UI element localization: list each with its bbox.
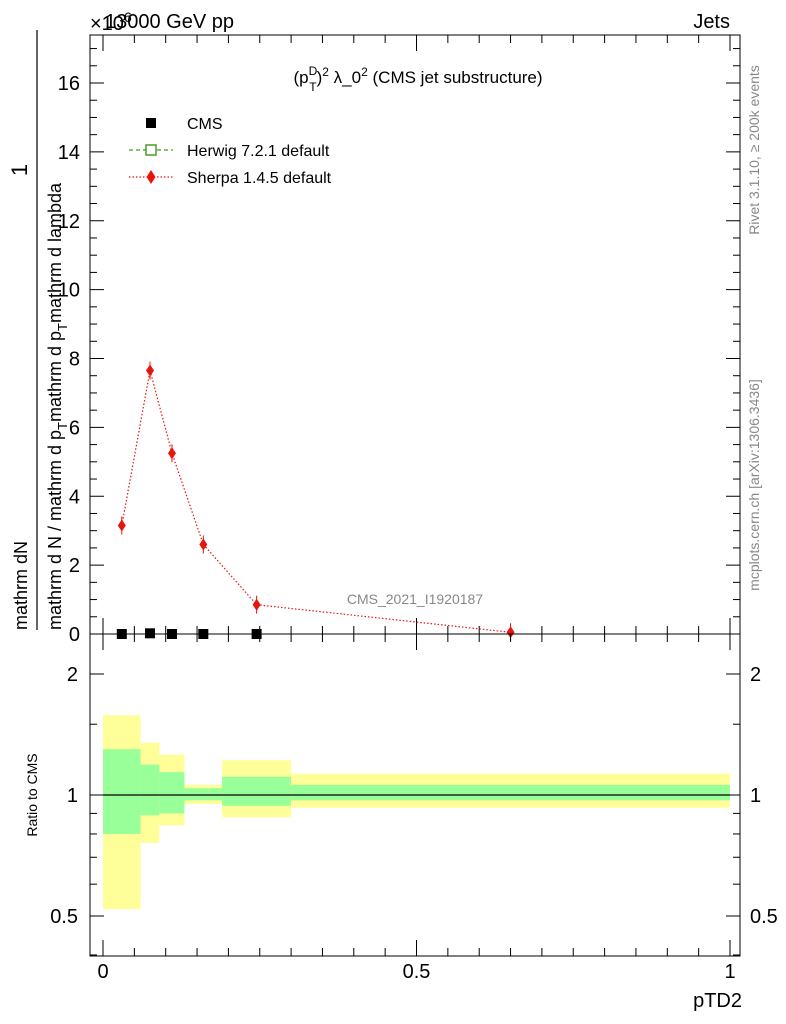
cms-point <box>145 628 156 639</box>
ratio-y-label: Ratio to CMS <box>24 753 40 836</box>
y-tick-label: 6 <box>69 417 80 439</box>
y-tick-label: 0 <box>69 624 80 646</box>
ratio-y-tick-label: 0.5 <box>50 906 78 928</box>
sherpa-point <box>117 519 126 532</box>
ratio-inner-band <box>159 772 185 814</box>
mcplots-info: mcplots.cern.ch [arXiv:1306.3436] <box>746 379 762 591</box>
ratio-y-tick-label: 2 <box>67 664 78 686</box>
x-axis-label: pTD2 <box>693 990 742 1012</box>
legend: CMS Herwig 7.2.1 default Sherpa 1.4.5 de… <box>129 116 332 187</box>
sherpa-line <box>121 370 511 633</box>
ratio-inner-band <box>140 764 160 816</box>
ratio-inner-band <box>291 784 730 801</box>
ratio-inner-band <box>103 749 141 834</box>
y-tick-label: 14 <box>58 142 80 164</box>
legend-marker-sherpa <box>146 170 156 184</box>
plot-title: (pD T)2 λ_02 (CMS jet substructure) <box>293 64 542 94</box>
main-y-axis: 0 2 4 6 8 10 12 14 16 <box>58 48 740 646</box>
analysis-watermark: CMS_2021_I1920187 <box>347 591 483 607</box>
sherpa-point <box>167 447 176 460</box>
ratio-y-tick-label-right: 1 <box>750 785 761 807</box>
y-label-numerator: mathrm dN <box>11 541 31 630</box>
legend-marker-herwig <box>145 144 157 156</box>
sherpa-point <box>199 538 208 551</box>
sherpa-point <box>252 598 261 611</box>
x-tick-label: 1 <box>724 961 735 983</box>
y-tick-label: 12 <box>58 211 80 233</box>
category-label: Jets <box>693 11 730 33</box>
legend-label-herwig: Herwig 7.2.1 default <box>187 143 330 160</box>
main-x-ticks <box>102 35 731 634</box>
x-tick-label: 0.5 <box>403 961 431 983</box>
main-y-axis-label: 1 mathrm dN mathrm d N / mathrm d pTmath… <box>7 30 70 630</box>
legend-label-cms: CMS <box>187 116 223 133</box>
process-label: 13000 GeV pp <box>105 11 234 33</box>
y-tick-label: 4 <box>69 486 80 508</box>
y-tick-label: 10 <box>58 280 80 302</box>
y-tick-label: 16 <box>58 73 80 95</box>
sherpa-point <box>146 364 155 377</box>
y-exponent-label: ×106 <box>90 9 132 35</box>
ratio-y-axis: 0.5 0.5 1 1 2 2 <box>50 664 778 956</box>
ratio-y-tick-label-right: 0.5 <box>750 906 778 928</box>
ratio-y-tick-label-right: 2 <box>750 664 761 686</box>
ratio-inner-band <box>184 788 223 801</box>
legend-marker-cms <box>146 118 156 128</box>
sherpa-point <box>506 626 515 639</box>
rivet-info: Rivet 3.1.10, ≥ 200k events <box>746 65 762 235</box>
ratio-bands <box>103 715 730 910</box>
y-tick-label: 2 <box>69 555 80 577</box>
x-tick-label: 0 <box>97 961 108 983</box>
svg-text:1: 1 <box>7 164 32 176</box>
y-label-denominator: mathrm d N / mathrm d pTmathrm d pTmathr… <box>45 182 70 630</box>
legend-label-sherpa: Sherpa 1.4.5 default <box>187 170 332 187</box>
ratio-inner-band <box>222 776 292 806</box>
ratio-y-tick-label: 1 <box>67 785 78 807</box>
series-sherpa <box>117 361 515 642</box>
ratio-x-axis: 0 0.5 1 <box>97 634 736 983</box>
y-tick-label: 8 <box>69 349 80 371</box>
